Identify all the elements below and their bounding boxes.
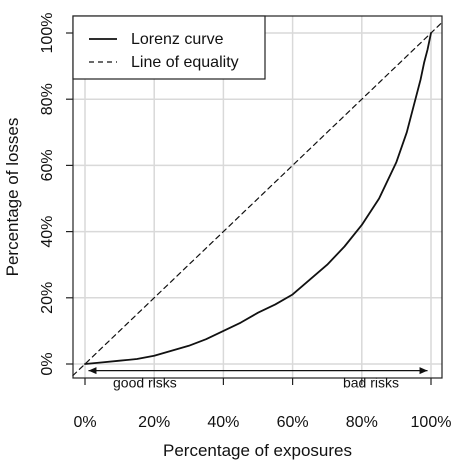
legend-equality-label: Line of equality: [131, 54, 239, 71]
x-tick-label: 80%: [346, 414, 378, 431]
y-tick-label: 100%: [39, 13, 56, 54]
y-tick-label: 60%: [39, 149, 56, 181]
line-of-equality-series: [72, 20, 444, 377]
x-tick-label: 40%: [207, 414, 239, 431]
x-tick-label: 0%: [73, 414, 96, 431]
y-tick-label: 0%: [39, 352, 56, 375]
bad-risks-label: bad risks: [343, 375, 399, 391]
y-tick-label: 40%: [39, 216, 56, 248]
legend: Lorenz curve Line of equality: [72, 15, 266, 80]
risk-arrow-right-head: [419, 367, 428, 375]
y-axis: 0% 20% 40% 60% 80% 100%: [39, 13, 73, 376]
annotation-layer: [88, 367, 428, 375]
x-tick-label: 100%: [411, 414, 452, 431]
legend-lorenz-label: Lorenz curve: [131, 31, 224, 48]
x-tick-label: 60%: [277, 414, 309, 431]
legend-box: [72, 15, 266, 80]
x-axis-title: Percentage of exposures: [163, 441, 352, 460]
x-axis: 0% 20% 40% 60% 80% 100%: [73, 378, 451, 431]
y-tick-label: 80%: [39, 83, 56, 115]
lorenz-curve-series: [84, 32, 432, 365]
y-axis-title: Percentage of losses: [3, 118, 22, 277]
x-tick-label: 20%: [138, 414, 170, 431]
y-tick-label: 20%: [39, 282, 56, 314]
series-layer: [72, 20, 444, 377]
good-risks-label: good risks: [113, 375, 177, 391]
risk-arrow-left-head: [88, 367, 97, 375]
